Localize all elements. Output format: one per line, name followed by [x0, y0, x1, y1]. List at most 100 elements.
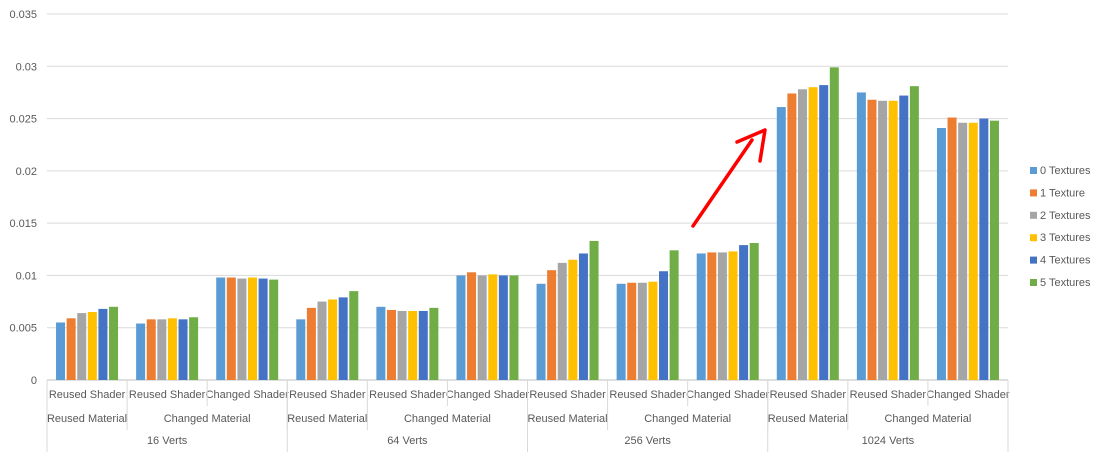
- bar: [787, 93, 797, 380]
- bar: [136, 323, 146, 380]
- bar: [509, 275, 519, 380]
- bar: [829, 67, 839, 381]
- bar: [338, 297, 348, 380]
- bar: [696, 253, 706, 380]
- bar: [637, 282, 647, 380]
- bar: [178, 319, 188, 380]
- bar: [739, 245, 749, 380]
- bar: [547, 270, 557, 380]
- bar: [797, 89, 807, 380]
- y-tick-label: 0.02: [16, 166, 37, 178]
- bar: [867, 99, 877, 381]
- x-category-label: Reused Shader: [129, 389, 206, 401]
- bar: [216, 277, 226, 380]
- x-category-label: Changed Shader: [206, 389, 290, 401]
- y-tick-label: 0.025: [9, 114, 37, 126]
- bar: [717, 252, 727, 380]
- x-category-label: Reused Shader: [609, 389, 686, 401]
- x-category-label: Reused Shader: [49, 389, 126, 401]
- bar: [397, 310, 407, 380]
- legend-label: 1 Texture: [1040, 187, 1085, 199]
- arrow-head: [735, 128, 767, 163]
- bar: [306, 307, 316, 380]
- x-material-label: Reused Material: [47, 413, 127, 425]
- legend: 0 Textures 1 Texture 2 Textures 3 Textures 4…: [1030, 165, 1091, 289]
- bar: [226, 277, 236, 380]
- bar: [589, 240, 599, 380]
- bar: [296, 319, 306, 380]
- legend-swatch: [1030, 279, 1037, 286]
- gridlines: [47, 13, 1008, 381]
- bar: [258, 278, 268, 380]
- bar: [386, 309, 396, 380]
- x-category-label: Changed Shader: [686, 389, 770, 401]
- bar: [317, 301, 327, 380]
- bar: [989, 120, 999, 381]
- legend-swatch: [1030, 234, 1037, 242]
- bar: [808, 87, 818, 380]
- x-material-label: Changed Material: [884, 413, 971, 425]
- bar: [616, 283, 626, 380]
- bar: [557, 262, 567, 380]
- bar: [429, 307, 439, 380]
- bar: [467, 272, 477, 380]
- bar: [146, 319, 156, 380]
- bar: [418, 310, 428, 380]
- bar: [269, 279, 279, 380]
- y-tick-label: 0.03: [16, 61, 37, 73]
- bar: [477, 275, 487, 380]
- bar: [578, 253, 588, 380]
- bar: [669, 250, 679, 380]
- bar: [819, 85, 829, 380]
- bar: [936, 127, 946, 381]
- x-category-label: Reused Shader: [289, 389, 366, 401]
- bar: [328, 299, 338, 380]
- x-material-label: Changed Material: [404, 413, 491, 425]
- bar: [109, 306, 119, 380]
- x-material-label: Reused Material: [287, 413, 367, 425]
- bar: [237, 278, 247, 380]
- x-material-label: Reused Material: [768, 413, 848, 425]
- bar: [376, 306, 386, 380]
- bars: [56, 67, 999, 381]
- legend-swatch: [1030, 256, 1037, 264]
- bar: [909, 86, 919, 380]
- y-tick-label: 0.01: [16, 270, 37, 282]
- legend-label: 4 Textures: [1040, 255, 1091, 267]
- y-tick-label: 0.015: [9, 218, 37, 230]
- x-axis: Reused Shader Reused Shader Changed Shader…: [46, 380, 1010, 452]
- bar: [958, 122, 968, 381]
- bar: [456, 275, 466, 380]
- x-category-label: Changed Shader: [926, 389, 1010, 401]
- y-axis: 0 0.005 0.01 0.015 0.02 0.025 0.03 0.035: [9, 9, 37, 387]
- bar: [856, 92, 866, 380]
- annotation-arrow: [691, 128, 767, 228]
- bar: [248, 277, 258, 380]
- bar: [66, 318, 76, 380]
- x-verts-label: 16 Verts: [147, 435, 188, 447]
- x-material-label: Changed Material: [644, 413, 731, 425]
- bar: [349, 291, 359, 380]
- bar: [87, 312, 97, 380]
- legend-swatch: [1030, 189, 1037, 197]
- bar: [707, 252, 717, 380]
- bar: [899, 95, 909, 381]
- legend-label: 5 Textures: [1040, 277, 1091, 289]
- bar: [648, 281, 658, 380]
- legend-label: 3 Textures: [1040, 232, 1091, 244]
- bar: [157, 319, 167, 380]
- bar: [659, 271, 669, 380]
- bar: [776, 107, 786, 380]
- x-material-label: Reused Material: [527, 413, 607, 425]
- y-tick-label: 0.005: [9, 323, 37, 335]
- bar: [498, 275, 508, 380]
- bar: [488, 274, 498, 380]
- bar: [536, 283, 546, 380]
- bar: [979, 118, 989, 381]
- legend-swatch: [1030, 211, 1037, 219]
- x-category-label: Reused Shader: [369, 389, 446, 401]
- bar: [77, 313, 87, 380]
- bar: [167, 318, 177, 380]
- x-category-label: Reused Shader: [529, 389, 606, 401]
